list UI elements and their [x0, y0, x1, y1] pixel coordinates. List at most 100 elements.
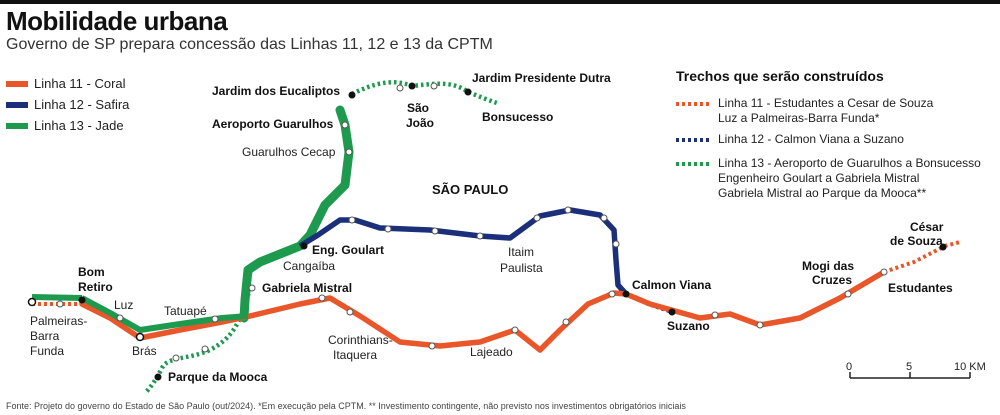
legend-swatch-jade	[6, 122, 28, 129]
label-bonsucesso: Bonsucesso	[482, 110, 553, 124]
label-estudantes: Estudantes	[888, 281, 953, 295]
station-dot	[600, 214, 608, 222]
scale-label-10: 10 KM	[954, 361, 986, 373]
station-dot	[564, 206, 572, 214]
label-lajeado: Lajeado	[470, 345, 513, 359]
station-dot	[608, 290, 616, 298]
label-calmon-viana: Calmon Viana	[632, 278, 711, 292]
label-cangaiba: Cangaíba	[283, 259, 335, 273]
station-dot	[248, 284, 256, 292]
construction-legend-title: Trechos que serão construídos	[676, 68, 884, 84]
station-dot-cesar-de-souza	[939, 243, 947, 251]
label-itaim-1: Itaim	[508, 245, 534, 259]
station-dot-bom-retiro	[78, 296, 86, 304]
construction-text: Linha 12 - Calmon Viana a Suzano	[718, 132, 904, 146]
station-dot	[612, 240, 620, 248]
legend-swatch-coral	[6, 80, 28, 87]
scale-label-0: 0	[846, 361, 852, 373]
station-dot	[756, 321, 764, 329]
legend-label: Linha 13 - Jade	[34, 118, 124, 133]
construction-legend: Trechos que serão construídos Linha 11 -…	[676, 68, 996, 200]
construction-text: Linha 11 - Estudantes a Cesar de Souza	[718, 96, 934, 110]
station-dot-palmeiras	[27, 297, 37, 307]
label-bom-retiro-1: Bom	[78, 265, 105, 279]
top-rule	[0, 0, 1000, 4]
station-dot	[844, 290, 852, 298]
source-footnote: Fonte: Projeto do governo do Estado de S…	[6, 401, 686, 411]
legend-label: Linha 11 - Coral	[34, 76, 126, 91]
station-dot	[431, 227, 439, 235]
label-sao-joao-2: João	[406, 116, 434, 130]
label-jardim-eucaliptos: Jardim dos Eucaliptos	[212, 84, 340, 98]
legend-swatch-safira	[6, 101, 28, 108]
linha-12-existing-track	[298, 207, 629, 296]
construction-text: Luz a Palmeiras-Barra Funda*	[718, 111, 880, 125]
station-dot	[396, 84, 404, 92]
label-suzano: Suzano	[667, 319, 710, 333]
station-dot-parque-mooca	[154, 373, 162, 381]
linha-13-planned-mooca	[144, 287, 253, 394]
label-corinthians-2: Itaquera	[333, 348, 377, 362]
label-corinthians-1: Corinthians-	[328, 333, 393, 347]
label-cesar-2: de Souza	[890, 234, 943, 248]
construction-item-linha-11: Linha 11 - Estudantes a Cesar de Souza L…	[676, 96, 933, 126]
construction-text: Linha 13 - Aeroporto de Guarulhos a Bons…	[718, 156, 981, 170]
station-dot	[384, 225, 392, 233]
label-cesar-1: César	[910, 220, 944, 234]
page-title: Mobilidade urbana	[6, 6, 228, 36]
station-dot	[56, 300, 64, 308]
station-dot	[346, 308, 354, 316]
station-dot	[211, 315, 219, 323]
label-parque-mooca: Parque da Mooca	[168, 370, 268, 384]
dotted-swatch-jade-icon	[676, 162, 712, 166]
dotted-swatch-coral-icon	[676, 102, 712, 106]
construction-text: Gabriela Mistral ao Parque da Mooca**	[718, 186, 927, 200]
station-dot	[341, 121, 349, 129]
legend-item-linha-11: Linha 11 - Coral	[6, 76, 126, 91]
label-palmeiras-1: Palmeiras-	[30, 314, 87, 328]
label-gabriela: Gabriela Mistral	[262, 281, 352, 295]
label-tatuape: Tatuapé	[164, 304, 207, 318]
construction-text: Engenheiro Goulart a Gabriela Mistral	[718, 171, 920, 185]
label-palmeiras-3: Funda	[30, 344, 64, 358]
station-dot-sao-joao	[408, 82, 416, 90]
station-dot	[511, 326, 519, 334]
label-region-sao-paulo: SÃO PAULO	[432, 182, 508, 197]
legend-item-linha-12: Linha 12 - Safira	[6, 97, 129, 112]
scale-label-5: 5	[906, 361, 912, 373]
label-sao-joao-1: São	[407, 101, 429, 115]
station-dot-suzano	[668, 308, 676, 316]
linha-11-planned-east	[883, 240, 961, 274]
station-dot	[533, 214, 541, 222]
linha-13-planned-north	[350, 80, 498, 106]
label-bom-retiro-2: Retiro	[78, 280, 113, 294]
station-dot	[201, 345, 209, 353]
label-palmeiras-2: Barra	[30, 329, 60, 343]
station-dot	[172, 354, 180, 362]
station-dot	[318, 294, 326, 302]
label-mogi-1: Mogi das	[802, 259, 854, 273]
station-dot	[116, 314, 124, 322]
station-dot	[562, 318, 570, 326]
legend-label: Linha 12 - Safira	[34, 97, 130, 112]
station-dot-jardim-eucaliptos	[348, 91, 356, 99]
label-jardim-pres-dutra: Jardim Presidente Dutra	[472, 71, 611, 85]
station-dot-bras	[135, 332, 145, 342]
label-cecap: Guarulhos Cecap	[242, 145, 336, 159]
scale-bar: 0 5 10 KM	[846, 361, 986, 379]
station-dot	[345, 148, 353, 156]
station-dot	[430, 82, 438, 90]
station-dot	[711, 311, 719, 319]
station-dot-eng-goulart	[300, 242, 308, 250]
station-dot	[428, 342, 436, 350]
page-subtitle: Governo de SP prepara concessão das Linh…	[6, 36, 493, 53]
linha-13-shared-track	[80, 295, 249, 333]
station-dot	[476, 232, 484, 240]
construction-item-linha-13: Linha 13 - Aeroporto de Guarulhos a Bons…	[676, 156, 981, 201]
label-aeroporto: Aeroporto Guarulhos	[212, 117, 334, 131]
linha-13-west-stub	[31, 294, 83, 301]
construction-item-linha-12: Linha 12 - Calmon Viana a Suzano	[676, 132, 904, 147]
label-mogi-2: Cruzes	[812, 273, 852, 287]
station-dot-jardim-pres-dutra	[464, 88, 472, 96]
